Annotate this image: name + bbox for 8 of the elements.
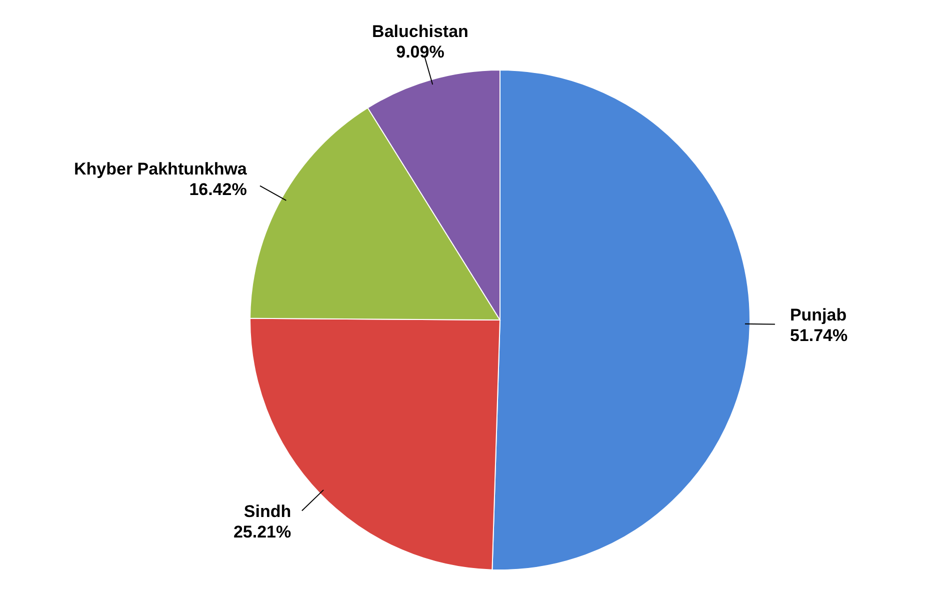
data-label: 51.74%: [790, 326, 848, 345]
slice-label: Baluchistan: [372, 22, 468, 42]
data-label: 16.42%: [189, 180, 247, 199]
data-label: 9.09%: [396, 42, 444, 62]
slice-label: Punjab: [790, 306, 847, 325]
slice-label: Sindh: [244, 502, 292, 522]
data-label: 25.21%: [233, 522, 292, 542]
slice-label: Khyber Pakhtunkhwa: [74, 159, 248, 178]
